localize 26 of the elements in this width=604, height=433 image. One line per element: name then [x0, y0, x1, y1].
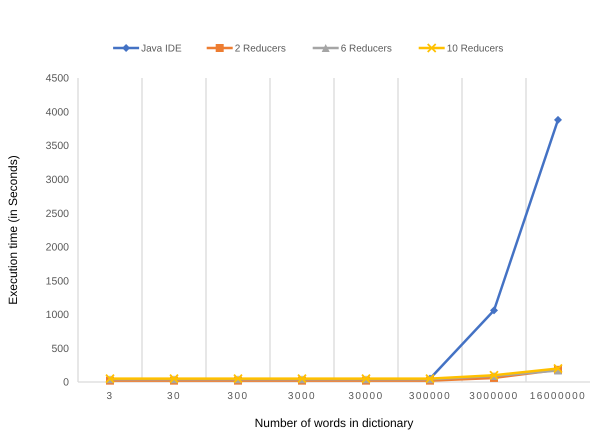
- legend-label: Java IDE: [141, 44, 182, 54]
- legend-label: 6 Reducers: [340, 44, 392, 54]
- y-tick-label: 1000: [46, 309, 70, 322]
- y-tick-label: 4000: [46, 106, 70, 118]
- x-tick-label: 30000: [348, 391, 384, 402]
- x-tick-label: 3000000: [469, 391, 519, 402]
- y-axis-title: Execution time (in Seconds): [6, 155, 20, 305]
- point: [490, 306, 498, 314]
- x-tick-label: 3000: [288, 391, 316, 402]
- y-tick-label: 2000: [46, 242, 70, 254]
- x-tick-label: 300000: [408, 391, 452, 402]
- y-tick-label: 4500: [46, 72, 70, 85]
- legend-label: 10 Reducers: [446, 44, 504, 54]
- y-tick-label: 2500: [46, 208, 70, 220]
- y-tick-label: 500: [51, 342, 70, 355]
- y-tick-label: 3000: [46, 174, 70, 186]
- y-tick-label: 0: [63, 376, 70, 389]
- y-tick-label: 1500: [46, 275, 70, 288]
- x-tick-label: 30: [166, 391, 182, 402]
- x-axis-title: Number of words in dictionary: [254, 416, 414, 430]
- x-tick-label: 300: [227, 391, 249, 402]
- x-tick-label: 16000000: [530, 391, 586, 402]
- legend-label: 2 Reducers: [234, 44, 286, 54]
- y-tick-label: 3500: [46, 140, 70, 152]
- point: [554, 116, 562, 124]
- x-tick-label: 3: [106, 391, 114, 402]
